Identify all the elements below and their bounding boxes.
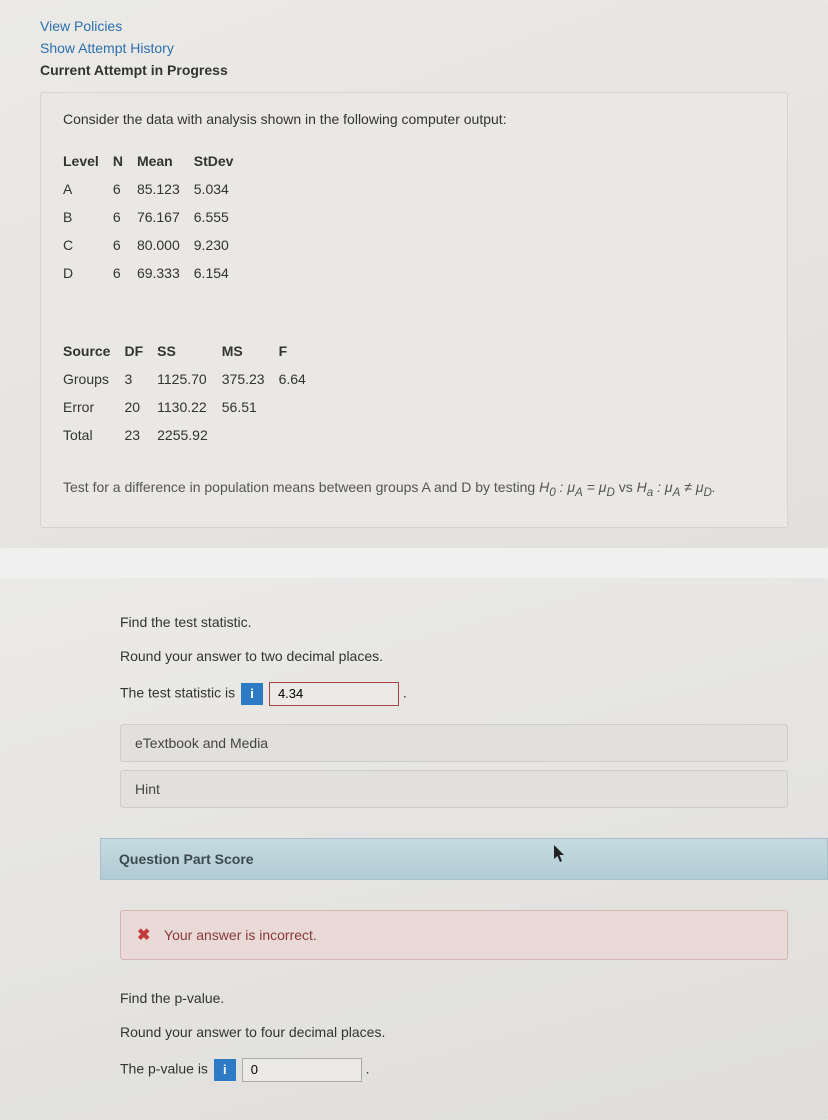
col-header: MS <box>222 337 279 365</box>
hint-button[interactable]: Hint <box>120 770 788 808</box>
table-row: B676.1676.555 <box>63 203 247 231</box>
anova-table: Source DF SS MS F Groups31125.70375.236.… <box>63 337 320 449</box>
question-panel-top: View Policies Show Attempt History Curre… <box>0 0 828 548</box>
table-row: Error201130.2256.51 <box>63 393 320 421</box>
table-row: D669.3336.154 <box>63 259 247 287</box>
table-row: Level N Mean StDev <box>63 147 247 175</box>
test-statistic-label: The test statistic is <box>120 685 235 701</box>
question-box: Consider the data with analysis shown in… <box>40 92 788 528</box>
table-row: Source DF SS MS F <box>63 337 320 365</box>
hypothesis-text: Test for a difference in population mean… <box>63 479 765 499</box>
question-panel-bottom: Find the test statistic. Round your answ… <box>0 578 828 1120</box>
col-header: F <box>279 337 320 365</box>
incorrect-feedback: ✖ Your answer is incorrect. <box>120 910 788 960</box>
p-value-row: The p-value is i . <box>120 1058 788 1082</box>
find-p-value: Find the p-value. <box>120 990 788 1006</box>
table-row: Total232255.92 <box>63 421 320 449</box>
p-value-input[interactable] <box>242 1058 362 1082</box>
find-test-statistic: Find the test statistic. <box>120 614 788 630</box>
p-value-label: The p-value is <box>120 1061 208 1077</box>
test-statistic-row: The test statistic is i . <box>120 682 788 706</box>
test-statistic-input[interactable] <box>269 682 399 706</box>
table-row: A685.1235.034 <box>63 175 247 203</box>
col-header: DF <box>124 337 157 365</box>
levels-table: Level N Mean StDev A685.1235.034 B676.16… <box>63 147 247 287</box>
view-policies-link[interactable]: View Policies <box>40 18 788 34</box>
round-instruction-4: Round your answer to four decimal places… <box>120 1024 788 1040</box>
question-part-score-bar: Question Part Score <box>100 838 828 880</box>
info-icon[interactable]: i <box>214 1059 236 1081</box>
question-intro: Consider the data with analysis shown in… <box>63 111 765 127</box>
table-row: Groups31125.70375.236.64 <box>63 365 320 393</box>
round-instruction: Round your answer to two decimal places. <box>120 648 788 664</box>
current-attempt-label: Current Attempt in Progress <box>40 62 788 78</box>
info-icon[interactable]: i <box>241 683 263 705</box>
cursor-icon <box>553 845 567 866</box>
etextbook-button[interactable]: eTextbook and Media <box>120 724 788 762</box>
col-header: Source <box>63 337 124 365</box>
col-header: StDev <box>194 147 248 175</box>
col-header: Level <box>63 147 113 175</box>
incorrect-text: Your answer is incorrect. <box>164 927 317 943</box>
x-icon: ✖ <box>137 927 150 944</box>
show-attempt-history-link[interactable]: Show Attempt History <box>40 40 788 56</box>
table-row: C680.0009.230 <box>63 231 247 259</box>
col-header: N <box>113 147 137 175</box>
col-header: Mean <box>137 147 194 175</box>
col-header: SS <box>157 337 222 365</box>
